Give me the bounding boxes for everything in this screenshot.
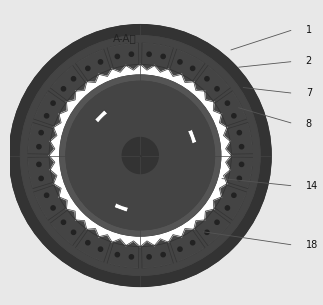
Circle shape — [71, 77, 76, 81]
Polygon shape — [107, 242, 139, 268]
Text: 1: 1 — [306, 24, 312, 34]
Polygon shape — [195, 210, 230, 245]
Circle shape — [93, 109, 187, 203]
Polygon shape — [170, 49, 205, 81]
Circle shape — [20, 36, 260, 275]
Polygon shape — [49, 64, 231, 247]
Text: A-A剖: A-A剖 — [113, 34, 137, 44]
Polygon shape — [142, 242, 173, 268]
Circle shape — [161, 54, 165, 59]
Circle shape — [225, 206, 230, 210]
Circle shape — [28, 43, 253, 268]
Polygon shape — [50, 210, 86, 245]
Circle shape — [115, 253, 120, 257]
Text: 7: 7 — [306, 88, 312, 98]
Polygon shape — [114, 190, 133, 212]
Circle shape — [66, 81, 214, 230]
Circle shape — [66, 81, 214, 230]
Circle shape — [129, 52, 133, 56]
Text: 8: 8 — [306, 119, 312, 129]
Text: 18: 18 — [306, 240, 318, 250]
Circle shape — [239, 145, 244, 149]
Polygon shape — [215, 185, 246, 220]
Circle shape — [232, 193, 236, 197]
Circle shape — [225, 101, 230, 105]
Polygon shape — [227, 157, 253, 188]
Circle shape — [237, 176, 242, 181]
Circle shape — [45, 193, 49, 197]
Circle shape — [205, 77, 209, 81]
Circle shape — [61, 220, 66, 224]
Polygon shape — [76, 49, 111, 81]
Circle shape — [147, 52, 151, 56]
Circle shape — [86, 66, 90, 70]
Circle shape — [135, 150, 146, 161]
Polygon shape — [170, 230, 205, 262]
Polygon shape — [95, 110, 117, 132]
Text: 2: 2 — [306, 56, 312, 66]
Circle shape — [232, 114, 236, 118]
Circle shape — [178, 247, 182, 251]
Circle shape — [99, 60, 103, 64]
Circle shape — [122, 137, 159, 174]
Circle shape — [49, 64, 231, 247]
Polygon shape — [34, 91, 66, 126]
Polygon shape — [142, 43, 173, 69]
Circle shape — [147, 255, 151, 259]
Circle shape — [215, 87, 219, 91]
Circle shape — [178, 60, 182, 64]
Circle shape — [99, 247, 103, 251]
Circle shape — [37, 162, 41, 167]
Circle shape — [115, 54, 120, 59]
Polygon shape — [107, 43, 139, 69]
Polygon shape — [102, 120, 188, 200]
Circle shape — [215, 220, 219, 224]
Circle shape — [129, 255, 133, 259]
Circle shape — [60, 75, 221, 236]
Circle shape — [49, 64, 231, 247]
Circle shape — [191, 241, 195, 245]
Polygon shape — [34, 185, 66, 220]
Circle shape — [45, 114, 49, 118]
Circle shape — [237, 131, 242, 135]
Polygon shape — [50, 66, 86, 101]
Circle shape — [10, 25, 271, 286]
Circle shape — [86, 241, 90, 245]
Polygon shape — [28, 157, 53, 188]
Polygon shape — [28, 123, 53, 154]
Circle shape — [39, 176, 43, 181]
Circle shape — [51, 101, 55, 105]
Text: 14: 14 — [306, 181, 318, 191]
Circle shape — [60, 75, 221, 236]
Polygon shape — [76, 230, 111, 262]
Polygon shape — [195, 66, 230, 101]
Polygon shape — [227, 123, 253, 154]
Circle shape — [61, 87, 66, 91]
Circle shape — [191, 66, 195, 70]
Circle shape — [87, 102, 193, 209]
Polygon shape — [175, 130, 197, 148]
Circle shape — [71, 230, 76, 235]
Polygon shape — [215, 91, 246, 126]
Circle shape — [239, 162, 244, 167]
Circle shape — [37, 145, 41, 149]
Circle shape — [161, 253, 165, 257]
Circle shape — [39, 131, 43, 135]
Circle shape — [51, 206, 55, 210]
Circle shape — [205, 230, 209, 235]
